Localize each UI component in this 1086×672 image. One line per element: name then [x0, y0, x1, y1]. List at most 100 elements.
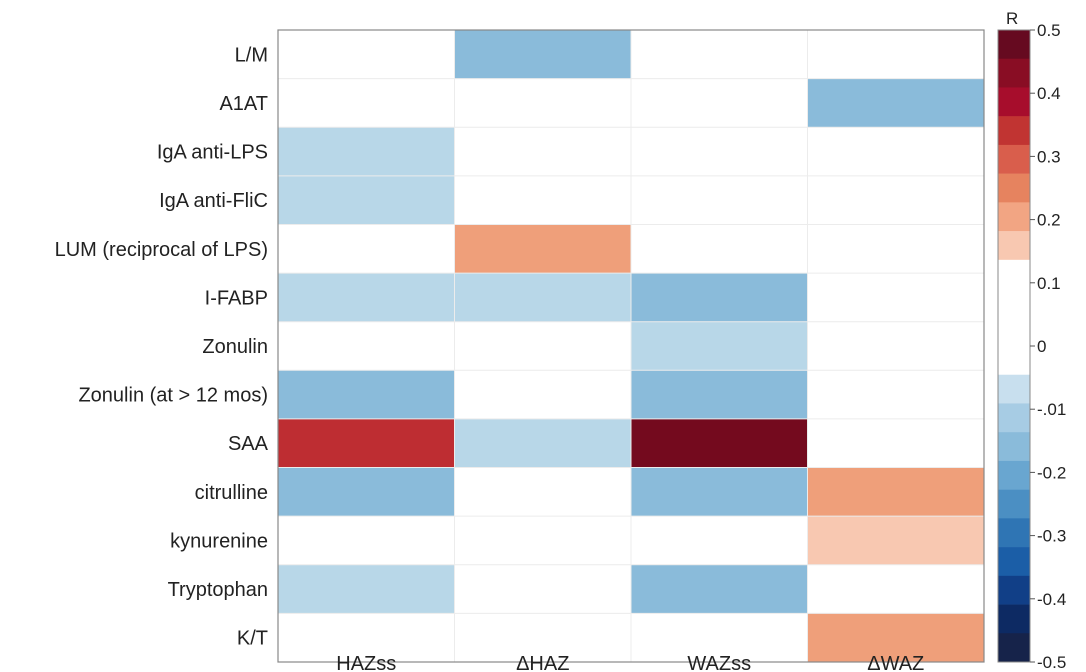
heatmap-cell-9-0: [278, 467, 455, 517]
colorbar-title: R: [1006, 9, 1018, 28]
colorbar-segment: [998, 259, 1030, 289]
heatmap-cell-3-1: [454, 175, 632, 225]
colorbar-segment: [998, 231, 1030, 261]
row-label: citrulline: [195, 482, 268, 504]
row-label: IgA anti-LPS: [157, 142, 268, 164]
row-label: SAA: [228, 433, 269, 455]
heatmap-cell-3-3: [807, 175, 985, 225]
colorbar-segment: [998, 604, 1030, 634]
colorbar-segment: [998, 173, 1030, 203]
colorbar-segment: [998, 116, 1030, 146]
heatmap-cell-7-2: [631, 370, 808, 420]
column-label: ΔWAZ: [867, 653, 924, 672]
row-label: L/M: [235, 44, 268, 66]
heatmap-cell-0-2: [631, 30, 808, 79]
heatmap-cell-11-3: [807, 564, 985, 614]
row-label: Tryptophan: [168, 579, 268, 601]
colorbar-tick-label: 0.3: [1037, 147, 1061, 166]
row-label: Zonulin: [202, 336, 268, 358]
heatmap-cell-11-2: [631, 564, 808, 614]
heatmap-cell-9-2: [631, 467, 808, 517]
heatmap-cell-7-0: [278, 370, 455, 420]
heatmap-cell-6-1: [454, 321, 632, 371]
heatmap-cell-5-1: [454, 273, 632, 322]
heatmap-cell-11-1: [454, 564, 632, 614]
heatmap-cell-6-2: [631, 321, 808, 371]
heatmap-cell-2-2: [631, 127, 808, 177]
heatmap-cell-10-3: [807, 516, 985, 566]
heatmap-cells: [278, 30, 985, 663]
heatmap-cell-5-3: [807, 273, 985, 322]
heatmap-cell-4-1: [454, 224, 632, 274]
heatmap-cell-12-1: [454, 613, 632, 663]
colorbar-segment: [998, 30, 1030, 60]
colorbar-segment: [998, 460, 1030, 490]
column-label: ΔHAZ: [516, 653, 569, 672]
row-label: K/T: [237, 628, 268, 650]
heatmap-cell-2-1: [454, 127, 632, 177]
heatmap-cell-6-0: [278, 321, 455, 371]
colorbar-tick-label: 0.1: [1037, 274, 1061, 293]
row-labels: L/M A1AT IgA anti-LPS IgA anti-FliC LUM (rec…: [55, 44, 269, 649]
colorbar-segment: [998, 346, 1030, 376]
row-label: kynurenine: [170, 530, 268, 552]
row-label: A1AT: [219, 93, 268, 115]
colorbar-tick-label: -0.5: [1037, 653, 1066, 672]
heatmap-cell-0-0: [278, 30, 455, 79]
colorbar-segment: [998, 317, 1030, 347]
heatmap-cell-8-0: [278, 418, 455, 468]
column-labels: HAZss ΔHAZ WAZss ΔWAZ: [336, 653, 924, 672]
heatmap-cell-4-0: [278, 224, 455, 274]
heatmap-cell-6-3: [807, 321, 985, 371]
column-label: WAZss: [687, 653, 751, 672]
heatmap-cell-11-0: [278, 564, 455, 614]
colorbar-ticks: 0.5 0.4 0.3 0.2 0.1 0 -.01 -0.2 -0.3 -0.4 -0.5: [1030, 21, 1066, 672]
heatmap-cell-5-2: [631, 273, 808, 322]
heatmap-cell-9-3: [807, 467, 985, 517]
colorbar-tick-label: 0: [1037, 337, 1046, 356]
heatmap-cell-10-0: [278, 516, 455, 566]
colorbar-segment: [998, 288, 1030, 318]
heatmap-cell-5-0: [278, 273, 455, 322]
heatmap-cell-1-1: [454, 78, 632, 128]
colorbar-segment: [998, 374, 1030, 404]
heatmap-cell-9-1: [454, 467, 632, 517]
plot-frame: [277, 29, 985, 663]
colorbar: [997, 29, 1031, 663]
row-label: I-FABP: [205, 287, 268, 309]
colorbar-segment: [998, 432, 1030, 462]
heatmap-cell-2-3: [807, 127, 985, 177]
heatmap-cell-12-0: [278, 613, 455, 663]
colorbar-segment: [998, 489, 1030, 519]
heatmap-cell-4-2: [631, 224, 808, 274]
heatmap-gridlines: [278, 30, 984, 662]
colorbar-segment: [998, 518, 1030, 548]
colorbar-tick-label: 0.5: [1037, 21, 1061, 40]
heatmap-cell-7-3: [807, 370, 985, 420]
heatmap-cell-10-1: [454, 516, 632, 566]
heatmap-cell-10-2: [631, 516, 808, 566]
row-label: LUM (reciprocal of LPS): [55, 239, 268, 261]
row-label: IgA anti-FliC: [159, 190, 268, 212]
colorbar-tick-label: 0.4: [1037, 84, 1061, 103]
heatmap-cell-7-1: [454, 370, 632, 420]
heatmap-cell-8-1: [454, 418, 632, 468]
colorbar-tick-label: -0.3: [1037, 527, 1066, 546]
row-label: Zonulin (at > 12 mos): [78, 385, 268, 407]
heatmap-cell-2-0: [278, 127, 455, 177]
heatmap-cell-8-2: [631, 418, 808, 468]
colorbar-segment: [998, 144, 1030, 174]
heatmap-cell-1-3: [807, 78, 985, 128]
colorbar-segment: [998, 87, 1030, 117]
column-label: HAZss: [336, 653, 396, 672]
colorbar-tick-label: -.01: [1037, 400, 1066, 419]
colorbar-segment: [998, 202, 1030, 232]
heatmap-cell-1-0: [278, 78, 455, 128]
colorbar-segment: [998, 403, 1030, 433]
heatmap-cell-3-0: [278, 175, 455, 225]
colorbar-tick-label: -0.4: [1037, 590, 1066, 609]
heatmap-cell-0-1: [454, 30, 632, 79]
heatmap-cell-4-3: [807, 224, 985, 274]
colorbar-segment: [998, 575, 1030, 605]
